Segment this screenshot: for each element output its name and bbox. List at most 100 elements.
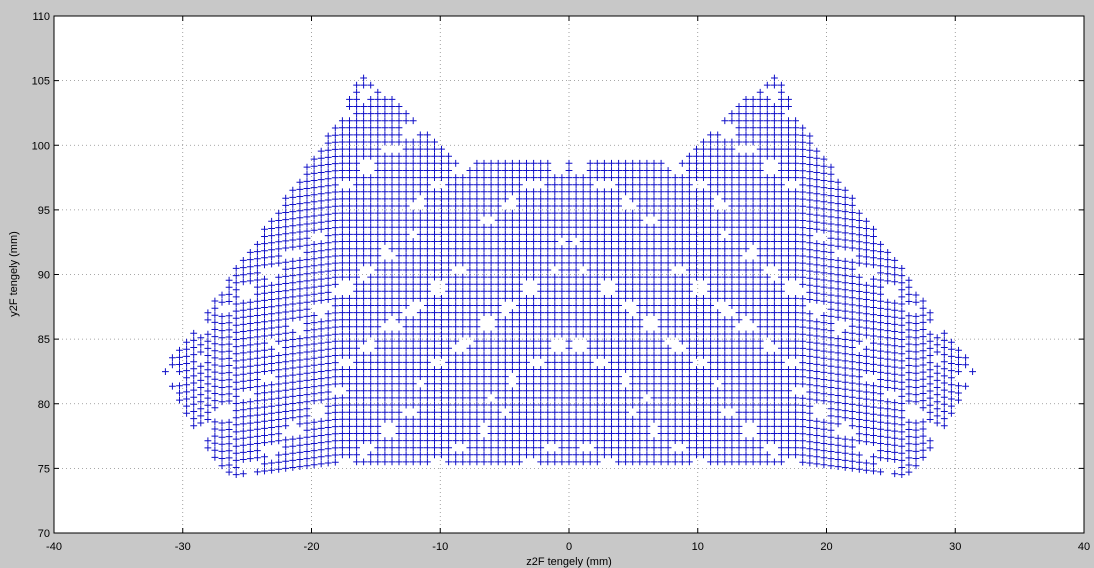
data-point (289, 300, 297, 308)
data-point (728, 174, 736, 181)
data-point (799, 345, 807, 352)
data-point (473, 167, 481, 174)
data-point (827, 405, 835, 413)
data-point (728, 231, 736, 238)
data-point (870, 389, 877, 397)
data-point (501, 167, 509, 174)
data-point (848, 372, 856, 380)
data-point (806, 324, 814, 332)
data-point (912, 426, 920, 434)
data-point (431, 344, 438, 352)
data-point (601, 373, 608, 380)
data-point (806, 431, 814, 438)
data-point (671, 309, 679, 316)
data-point (905, 426, 913, 433)
data-point (565, 444, 573, 452)
data-point (409, 188, 417, 196)
data-point (558, 302, 566, 309)
data-point (820, 376, 828, 383)
data-point (367, 231, 375, 238)
data-point (855, 330, 863, 338)
data-point (289, 208, 297, 215)
data-point (509, 209, 516, 217)
data-point (537, 337, 545, 345)
data-point (346, 430, 353, 437)
data-point (870, 311, 877, 318)
data-point (841, 378, 849, 386)
data-point (799, 273, 807, 281)
data-point (877, 297, 884, 305)
data-point (289, 442, 297, 450)
data-point (367, 295, 375, 302)
data-point (537, 259, 545, 267)
data-point (615, 280, 622, 288)
data-point (360, 209, 367, 217)
data-point (707, 415, 714, 423)
data-point (813, 396, 821, 404)
data-point (586, 167, 594, 174)
data-point (530, 195, 537, 203)
data-point (572, 202, 580, 210)
data-point (579, 295, 587, 302)
data-point (296, 377, 304, 385)
data-point (657, 366, 665, 373)
data-point (261, 403, 268, 411)
data-point (509, 231, 516, 238)
data-point (855, 373, 863, 381)
data-point (771, 302, 778, 309)
data-point (183, 345, 190, 353)
data-point (806, 146, 814, 154)
data-point (516, 408, 523, 416)
data-point (763, 131, 771, 139)
data-point (601, 295, 608, 302)
data-point (530, 401, 537, 409)
data-point (912, 355, 920, 363)
data-point (438, 423, 445, 430)
data-point (629, 245, 637, 253)
data-point (431, 252, 438, 260)
data-point (176, 361, 183, 368)
data-point (671, 302, 679, 309)
data-point (381, 415, 389, 423)
data-point (586, 273, 594, 281)
data-point (657, 387, 665, 395)
data-point (268, 417, 275, 424)
data-point (388, 373, 396, 380)
data-point (771, 295, 778, 302)
data-point (615, 167, 622, 174)
data-point (778, 394, 785, 402)
data-point (940, 337, 948, 344)
data-point (841, 272, 849, 279)
data-point (346, 195, 353, 203)
data-point (509, 273, 516, 281)
data-point (438, 430, 445, 437)
data-point (749, 159, 757, 167)
data-point (678, 401, 686, 409)
data-point (714, 359, 722, 366)
data-point (863, 353, 870, 360)
data-point (480, 273, 488, 281)
data-point (544, 401, 552, 409)
data-point (225, 355, 233, 362)
data-point (912, 327, 920, 334)
data-point (841, 229, 849, 237)
data-point (643, 437, 651, 444)
data-point (183, 409, 190, 417)
data-point (756, 287, 764, 295)
data-point (544, 259, 552, 267)
data-point (501, 209, 509, 217)
data-point (806, 168, 814, 175)
data-point (317, 417, 325, 425)
data-point (551, 287, 559, 295)
data-point (940, 393, 948, 401)
data-point (445, 174, 452, 181)
data-point (700, 252, 707, 260)
data-point (346, 380, 353, 388)
data-point (346, 188, 353, 196)
data-point (565, 359, 573, 366)
data-point (877, 411, 884, 419)
data-point (360, 323, 367, 331)
data-point (466, 359, 474, 366)
data-point (955, 396, 962, 404)
data-point (204, 394, 212, 402)
